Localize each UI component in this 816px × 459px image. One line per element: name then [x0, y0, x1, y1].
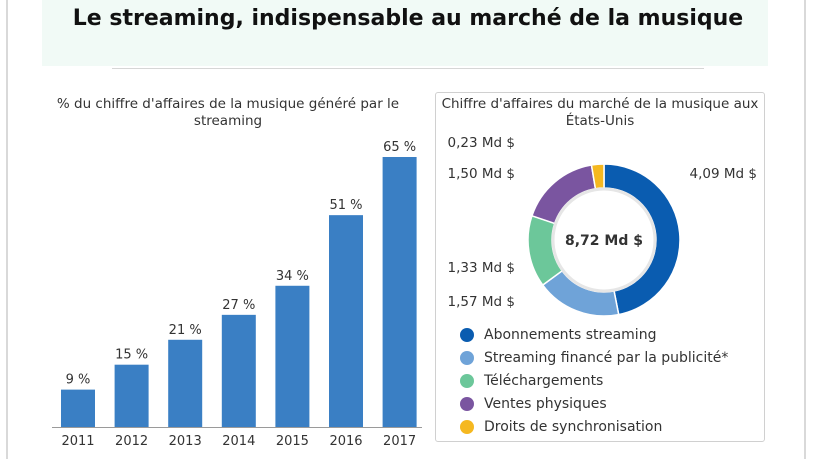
legend-dot [460, 396, 474, 411]
legend-label: Droits de synchronisation [484, 418, 663, 435]
legend-dot [460, 419, 474, 434]
bar-value-label: 21 % [169, 323, 202, 338]
bar-2016 [329, 215, 363, 427]
donut-legend: Abonnements streaming Streaming financé … [460, 323, 728, 438]
bar-2012 [114, 364, 149, 427]
bar-value-label: 15 % [115, 348, 148, 363]
bar-value-label: 51 % [329, 198, 362, 213]
donut-center-label: 8,72 Md $ [565, 233, 643, 249]
legend-label: Abonnements streaming [484, 326, 657, 343]
x-tick-label: 2011 [61, 434, 94, 449]
bar-2015 [275, 285, 310, 427]
x-tick-label: 2017 [383, 434, 416, 449]
title-divider [112, 68, 704, 69]
legend-item: Ventes physiques [460, 392, 728, 415]
donut-chart-title: Chiffre d'affaires du marché de la musiq… [441, 96, 759, 129]
legend-dot [460, 373, 474, 388]
legend-dot [460, 327, 474, 342]
page-title: Le streaming, indispensable au marché de… [72, 6, 744, 31]
slice-value-label: 1,50 Md $ [448, 166, 515, 182]
bar-2013 [168, 339, 203, 427]
slice-value-label: 1,57 Md $ [448, 294, 515, 310]
bar-chart-title: % du chiffre d'affaires de la musique gé… [56, 96, 400, 129]
legend-dot [460, 350, 474, 365]
x-tick-label: 2013 [169, 434, 202, 449]
slice-value-label: 0,23 Md $ [448, 135, 515, 151]
bar-value-label: 9 % [66, 373, 91, 388]
bar-value-label: 27 % [222, 298, 255, 313]
x-tick-label: 2015 [276, 434, 309, 449]
title-background [42, 0, 768, 66]
bar-2011 [61, 389, 95, 427]
slice-value-label: 4,09 Md $ [690, 166, 757, 182]
legend-label: Téléchargements [484, 372, 604, 389]
slice-value-label: 1,33 Md $ [448, 260, 515, 276]
legend-label: Ventes physiques [484, 395, 607, 412]
x-tick-label: 2016 [329, 434, 362, 449]
chart-frame [6, 0, 806, 459]
legend-item: Streaming financé par la publicité* [460, 346, 728, 369]
donut-hole [551, 187, 657, 293]
x-tick-label: 2014 [222, 434, 255, 449]
legend-label: Streaming financé par la publicité* [484, 349, 729, 366]
bar-2014 [221, 314, 256, 427]
legend-item: Téléchargements [460, 369, 728, 392]
legend-item: Droits de synchronisation [460, 415, 728, 438]
bar-value-label: 34 % [276, 269, 309, 284]
bar-2017 [382, 157, 417, 427]
legend-item: Abonnements streaming [460, 323, 728, 346]
x-tick-label: 2012 [115, 434, 148, 449]
bar-value-label: 65 % [383, 140, 416, 155]
